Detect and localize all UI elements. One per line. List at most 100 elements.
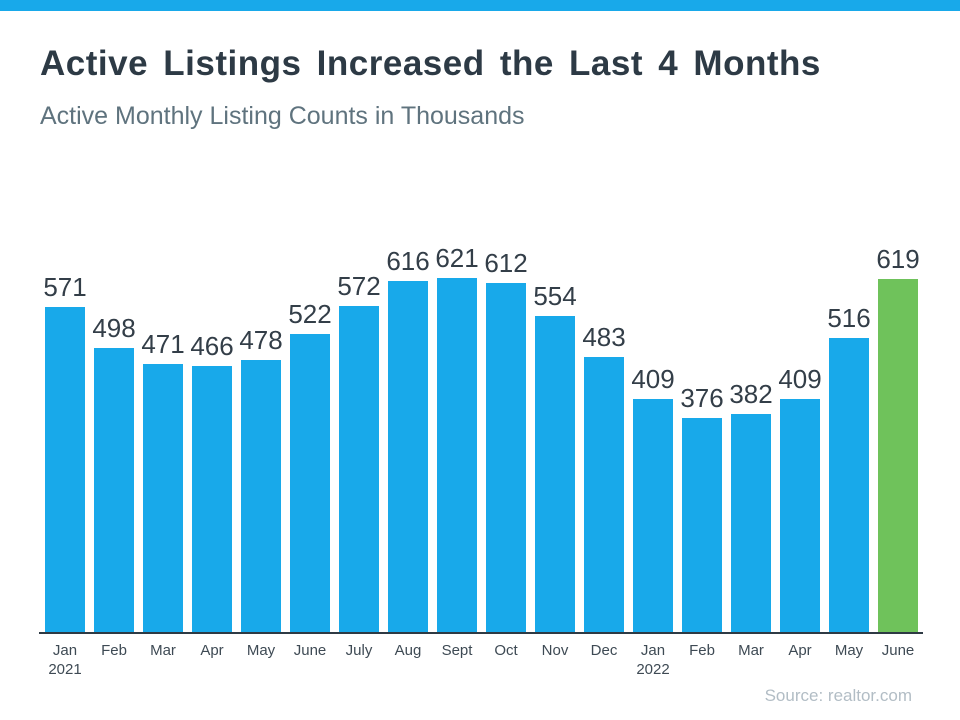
bar-column: 498: [92, 313, 136, 632]
bar-column: 619: [876, 244, 920, 632]
tick-label: June: [878, 641, 918, 679]
bar-value-label: 483: [582, 321, 626, 352]
bar: [290, 334, 330, 632]
bar-value-label: 471: [141, 328, 185, 359]
bar-column: 409: [631, 363, 675, 632]
bar: [339, 305, 379, 632]
bar-column: 571: [43, 271, 87, 632]
tick-label: Apr: [780, 641, 820, 679]
bar: [143, 363, 183, 632]
tick-month: Apr: [200, 642, 224, 659]
bar-column: 572: [337, 270, 381, 632]
bar-value-label: 382: [729, 379, 773, 410]
tick-year: 2022: [636, 661, 670, 678]
bar: [437, 278, 477, 632]
tick-label: Feb: [682, 641, 722, 679]
bar-column: 478: [239, 324, 283, 632]
x-axis-ticks: Jan 2021 Feb Mar Apr May June July Aug Sept Oct Nov…: [39, 634, 923, 679]
tick-label: Apr: [192, 641, 232, 679]
tick-label: Oct: [486, 641, 526, 679]
bar-column: 471: [141, 328, 185, 632]
tick-label: Dec: [584, 641, 624, 679]
bar-value-label: 466: [190, 331, 234, 362]
bar-value-label: 522: [288, 299, 332, 330]
bar-column: 483: [582, 321, 626, 632]
tick-month: Oct: [494, 642, 518, 659]
bar: [584, 356, 624, 632]
tick-month: Feb: [689, 642, 715, 659]
tick-month: Jan: [640, 642, 666, 659]
bar-value-label: 498: [92, 313, 136, 344]
tick-month: May: [834, 642, 864, 659]
tick-month: Jan: [52, 642, 78, 659]
tick-label: May: [829, 641, 869, 679]
tick-label: May: [241, 641, 281, 679]
tick-label: Jan 2022: [633, 641, 673, 679]
page-subtitle: Active Monthly Listing Counts in Thousan…: [40, 102, 525, 130]
tick-month: Apr: [788, 642, 812, 659]
tick-month: Dec: [590, 642, 618, 659]
bar: [829, 337, 869, 632]
tick-label: Mar: [731, 641, 771, 679]
tick-label: Nov: [535, 641, 575, 679]
bar: [388, 280, 428, 632]
tick-month: May: [246, 642, 276, 659]
tick-month: Aug: [394, 642, 422, 659]
tick-year: 2021: [48, 661, 82, 678]
bar: [94, 348, 134, 632]
accent-top-strip: [0, 0, 960, 11]
tick-label: July: [339, 641, 379, 679]
tick-label: Sept: [437, 641, 477, 679]
bar-value-label: 616: [386, 245, 430, 276]
bar-value-label: 478: [239, 324, 283, 355]
tick-month: Mar: [150, 642, 176, 659]
bar-value-label: 612: [484, 248, 528, 279]
bar: [486, 283, 526, 632]
tick-label: Jan 2021: [45, 641, 85, 679]
x-axis-line: [39, 632, 923, 634]
tick-month: Feb: [101, 642, 127, 659]
bar-column: 554: [533, 281, 577, 632]
bar-value-label: 571: [43, 271, 87, 302]
bar: [241, 359, 281, 632]
bar: [535, 316, 575, 632]
bar-column: 376: [680, 382, 724, 632]
bar-value-label: 376: [680, 382, 724, 413]
bar-value-label: 621: [435, 243, 479, 273]
tick-label: Aug: [388, 641, 428, 679]
bar-column: 409: [778, 363, 822, 632]
bar-value-label: 516: [827, 302, 871, 333]
bar: [633, 398, 673, 632]
bar-chart: 571 498 471 466 478 522 572 616 621 612 554 483 409 3…: [39, 228, 923, 679]
tick-month: Sept: [441, 642, 473, 659]
tick-month: June: [293, 642, 327, 659]
bar-value-label: 409: [631, 363, 675, 394]
bar: [192, 366, 232, 632]
bars-row: 571 498 471 466 478 522 572 616 621 612 554 483 409 3…: [39, 228, 923, 632]
bar: [731, 414, 771, 632]
tick-label: Mar: [143, 641, 183, 679]
bar-value-label: 409: [778, 363, 822, 394]
bar-column: 382: [729, 379, 773, 632]
bar-column: 621: [435, 243, 479, 632]
tick-month: Nov: [541, 642, 569, 659]
tick-label: June: [290, 641, 330, 679]
bar-column: 612: [484, 248, 528, 632]
tick-month: June: [881, 642, 915, 659]
tick-label: Feb: [94, 641, 134, 679]
bar-column: 466: [190, 331, 234, 632]
bar-column: 516: [827, 302, 871, 632]
tick-month: July: [345, 642, 373, 659]
bar-column: 616: [386, 245, 430, 632]
bar: [45, 306, 85, 632]
bar-column: 522: [288, 299, 332, 632]
bar: [682, 417, 722, 632]
source-note: Source: realtor.com: [764, 686, 912, 705]
bar-value-label: 572: [337, 270, 381, 301]
bar-value-label: 554: [533, 281, 577, 312]
page-title: Active Listings Increased the Last 4 Mon…: [40, 44, 821, 83]
bar: [780, 398, 820, 632]
bar-value-label: 619: [876, 244, 920, 275]
tick-month: Mar: [738, 642, 764, 659]
bar: [878, 279, 918, 632]
